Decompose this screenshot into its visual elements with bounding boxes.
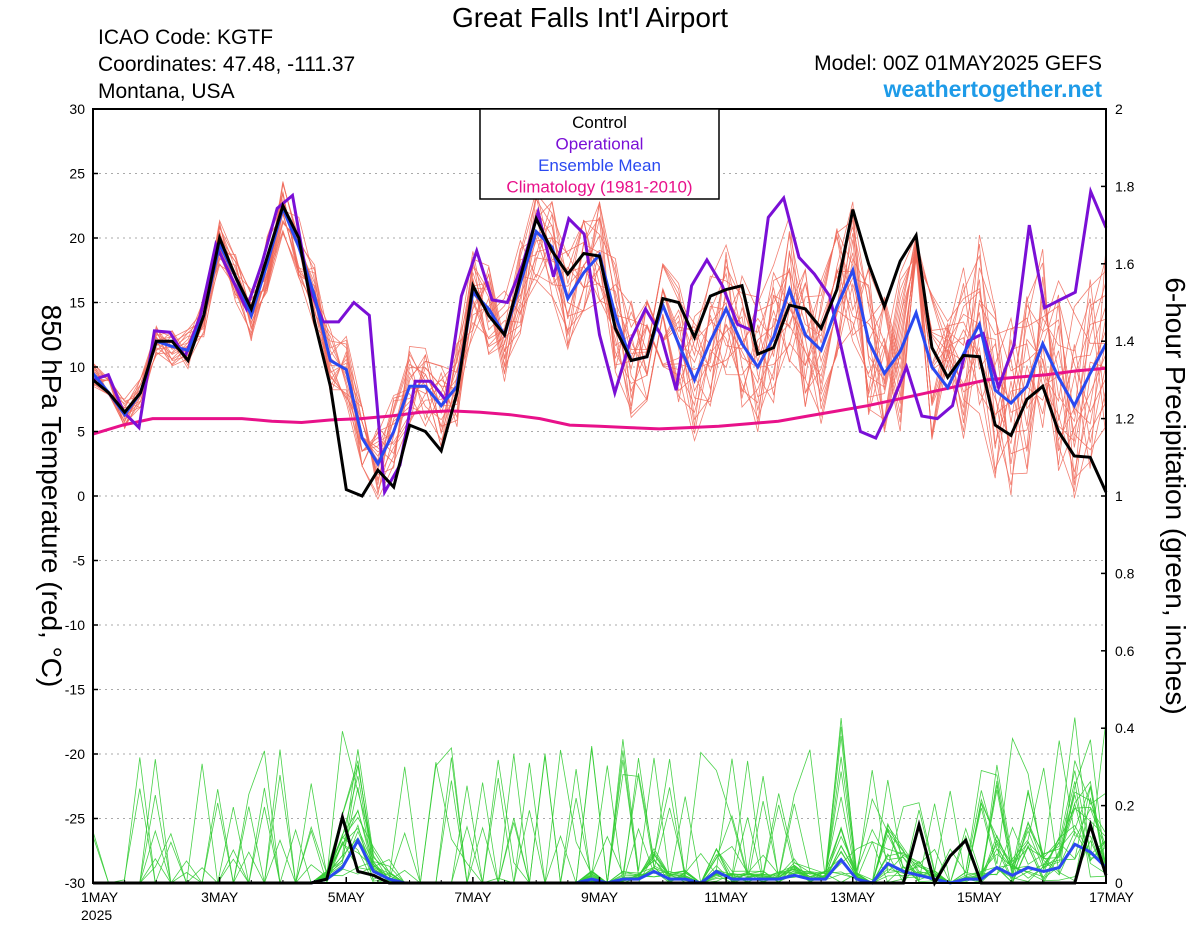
- icao-code: ICAO Code: KGTF: [98, 26, 274, 49]
- y2-tick-label: 1: [1115, 488, 1123, 504]
- precip-member-line: [93, 745, 1107, 885]
- control-temp-line: [92, 201, 1108, 498]
- x-tick-label: 9MAY: [581, 889, 619, 905]
- climatology-line: [92, 366, 1107, 436]
- y2-tick-label: 0.4: [1115, 720, 1135, 736]
- x-tick-label: 7MAY: [454, 889, 492, 905]
- y2-tick-label: 0: [1115, 875, 1123, 891]
- y-tick-label: -15: [65, 682, 85, 698]
- precip-member-line: [93, 717, 1107, 884]
- x-tick-sublabel: 2025: [81, 907, 112, 923]
- coordinates: Coordinates: 47.48, -111.37: [98, 53, 356, 76]
- legend-entry: Climatology (1981-2010): [506, 178, 692, 197]
- temp-member-line: [92, 197, 1107, 497]
- y-tick-label: -5: [73, 553, 86, 569]
- x-tick-label: 1MAY: [81, 889, 119, 905]
- x-tick-label: 11MAY: [704, 889, 748, 905]
- y2-axis-label: 6-hour Precipitation (green, inches): [1160, 277, 1191, 714]
- x-tick-label: 15MAY: [957, 889, 1003, 905]
- y-tick-label: -10: [65, 617, 85, 633]
- temp-member-line: [92, 219, 1107, 485]
- grid-lines: [93, 173, 1106, 819]
- legend-entry: Control: [572, 113, 627, 132]
- y-tick-label: 20: [69, 230, 85, 246]
- y-tick-label: -25: [65, 811, 85, 827]
- precip-member-line: [93, 776, 1107, 884]
- y-tick-label: 10: [69, 359, 85, 375]
- model-run: Model: 00Z 01MAY2025 GEFS: [814, 52, 1102, 75]
- temp-member-line: [92, 196, 1107, 501]
- y-tick-label: 30: [69, 101, 85, 117]
- y-tick-label: 5: [77, 424, 85, 440]
- x-tick-label: 3MAY: [201, 889, 239, 905]
- y2-tick-label: 0.8: [1115, 565, 1135, 581]
- y-axis-label: 850 hPa Temperature (red, °C): [36, 305, 67, 688]
- y2-tick-label: 1.8: [1115, 178, 1135, 194]
- y-tick-label: 0: [77, 488, 85, 504]
- y2-tick-label: 0.6: [1115, 643, 1135, 659]
- temp-member-line: [92, 201, 1106, 453]
- precip-member-line: [93, 736, 1107, 884]
- x-tick-label: 17MAY: [1089, 889, 1135, 905]
- y2-tick-label: 2: [1115, 101, 1123, 117]
- precip-member-line: [93, 720, 1107, 884]
- y-tick-label: -20: [65, 746, 85, 762]
- site-link[interactable]: weathertogether.net: [883, 76, 1102, 102]
- legend-entry: Ensemble Mean: [538, 156, 661, 175]
- y2-tick-label: 1.6: [1115, 256, 1135, 272]
- page-title: Great Falls Int'l Airport: [451, 2, 729, 33]
- precip-member-line: [92, 717, 1107, 884]
- region: Montana, USA: [98, 80, 235, 103]
- temp-member-line: [92, 201, 1107, 491]
- legend-box: [479, 108, 720, 200]
- legend-entry: Operational: [556, 135, 644, 154]
- legend: Control Operational Ensemble Mean Climatolo…: [479, 108, 720, 200]
- y2-tick-label: 0.2: [1115, 798, 1135, 814]
- precip-member-line: [93, 778, 1107, 884]
- main-series: [91, 186, 1108, 887]
- y2-tick-label: 1.4: [1115, 333, 1135, 349]
- y-tick-label: 25: [69, 166, 85, 182]
- x-tick-label: 5MAY: [328, 889, 366, 905]
- ensemble-members: [92, 181, 1107, 885]
- operational-temp-line: [92, 186, 1108, 498]
- y-tick-label: 15: [69, 295, 85, 311]
- y-tick-label: -30: [65, 875, 85, 891]
- y2-tick-label: 1.2: [1115, 411, 1135, 427]
- x-tick-label: 13MAY: [830, 889, 876, 905]
